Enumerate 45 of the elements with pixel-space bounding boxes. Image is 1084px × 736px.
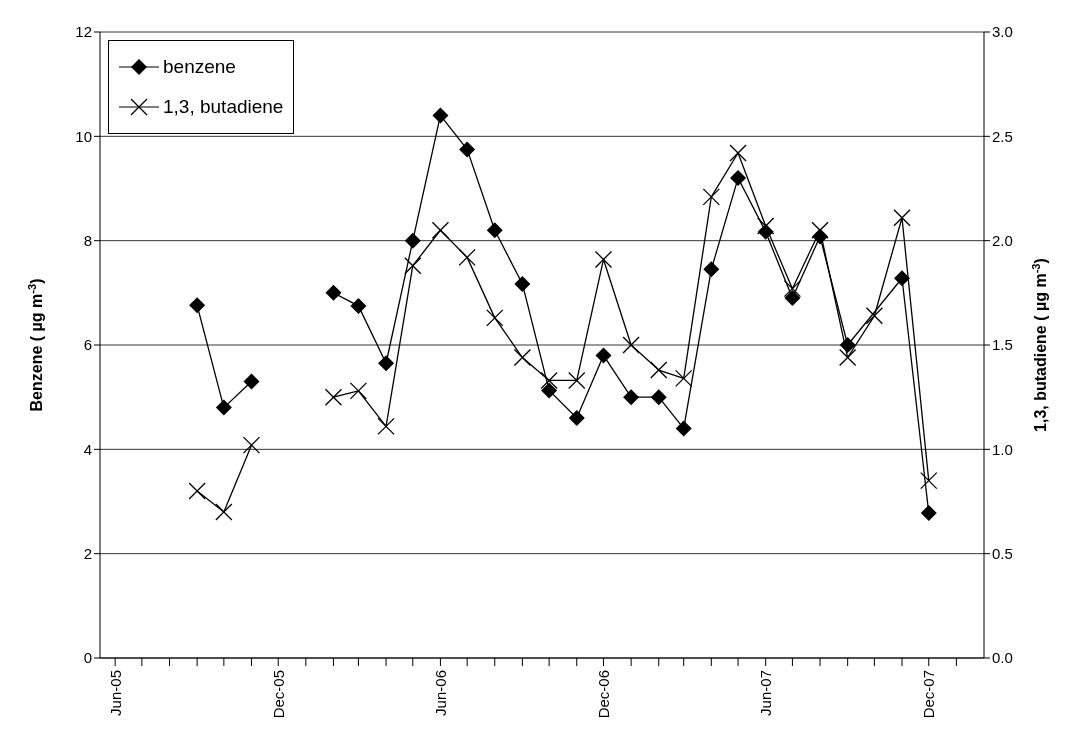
legend-label: 1,3, butadiene xyxy=(163,96,284,118)
point xyxy=(839,337,856,353)
y2-tick-label: 1.0 xyxy=(992,440,1013,458)
point xyxy=(243,373,260,390)
point xyxy=(675,420,692,437)
y2-tick-label: 3.0 xyxy=(992,23,1013,41)
y2-tick-label: 2.5 xyxy=(992,127,1013,145)
point xyxy=(920,504,937,521)
y-tick-label: 10 xyxy=(75,127,92,145)
x-tick-label: Dec-05 xyxy=(269,670,287,719)
point xyxy=(703,261,720,278)
x-tick-label: Jun-07 xyxy=(757,670,775,716)
point xyxy=(541,382,558,399)
point xyxy=(378,355,395,372)
point xyxy=(730,170,747,187)
y-tick-label: 12 xyxy=(75,23,92,41)
point xyxy=(350,297,367,314)
x-tick-label: Jun-06 xyxy=(431,670,449,716)
point xyxy=(595,347,612,364)
point xyxy=(459,141,476,158)
point xyxy=(623,389,640,406)
y2-tick-label: 0.5 xyxy=(992,544,1013,562)
y-tick-label: 0 xyxy=(83,649,92,667)
point xyxy=(215,399,232,416)
point xyxy=(404,232,421,249)
point xyxy=(189,297,206,314)
point xyxy=(325,284,342,301)
x-tick-label: Dec-07 xyxy=(920,670,938,719)
y2-tick-label: 2.0 xyxy=(992,231,1013,249)
point xyxy=(486,222,503,239)
x-tick-label: Dec-06 xyxy=(594,670,612,719)
y2-tick-label: 1.5 xyxy=(992,336,1013,354)
point xyxy=(784,290,801,307)
point xyxy=(432,107,449,124)
y-tick-label: 2 xyxy=(83,544,92,562)
y2-tick-label: 0.0 xyxy=(992,649,1013,667)
legend-label: benzene xyxy=(163,56,236,78)
point xyxy=(514,275,531,292)
x-tick-label: Jun-05 xyxy=(106,670,124,716)
point xyxy=(894,270,911,287)
point xyxy=(568,410,585,427)
y-tick-label: 8 xyxy=(83,231,92,249)
y-tick-label: 4 xyxy=(83,440,92,458)
point xyxy=(650,389,667,406)
y-tick-label: 6 xyxy=(83,336,92,354)
